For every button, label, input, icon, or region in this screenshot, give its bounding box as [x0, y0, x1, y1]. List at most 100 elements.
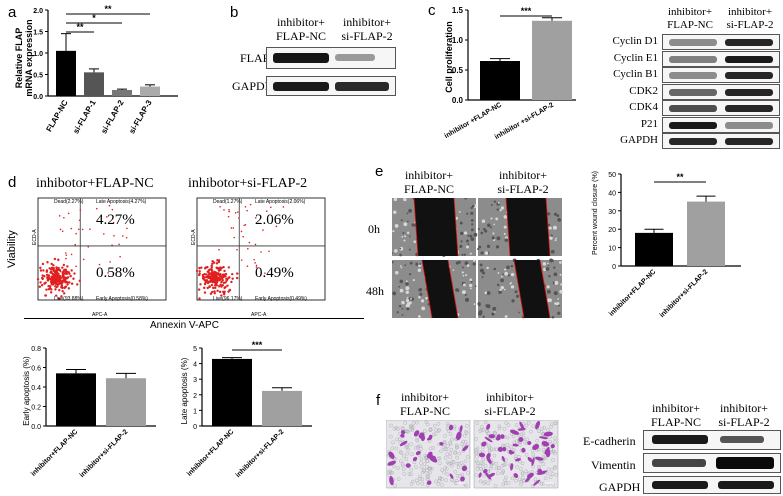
cell-speck — [405, 280, 408, 283]
migrated-cell — [400, 430, 406, 435]
flow-event — [38, 285, 42, 288]
flow-event — [210, 283, 214, 287]
flow-event — [236, 272, 239, 275]
pore — [404, 444, 409, 449]
flow-event — [224, 285, 227, 289]
cell-speck — [542, 262, 547, 266]
panel-f-wb-col2-header: inhibitor+ si-FLAP-2 — [710, 401, 778, 429]
flow-event — [52, 264, 55, 267]
flow-event — [125, 236, 128, 239]
pore — [483, 464, 488, 468]
panel-f-row-ecadherin: E-cadherin — [583, 434, 636, 448]
blot-band — [725, 138, 773, 145]
migrated-cell — [501, 455, 506, 462]
migrated-cell — [538, 470, 548, 474]
early-apoptosis-chart: 0.0 0.2 0.4 0.6 0.8 inhibitor+FLAP-NC inhibito… — [30, 346, 156, 479]
flow1-q2: Late Apoptosis(4.27%) — [96, 199, 147, 205]
pore — [443, 465, 448, 470]
panel-e-row-0h: 0h — [368, 222, 380, 236]
blot-band — [725, 105, 773, 112]
panel-a-chart: 0.0 0.5 1.0 1.5 2.0 FLAP-NC si-FLAP-1 si-FLAP-2… — [33, 4, 178, 135]
flow-event — [260, 251, 262, 253]
panel-e-col2-header: inhibitor+ si-FLAP-2 — [486, 168, 560, 196]
pore — [436, 481, 440, 486]
cell-speck — [394, 224, 399, 228]
flow-event — [282, 206, 285, 208]
y-tick-label: 40 — [608, 190, 616, 197]
flow-event — [254, 262, 256, 264]
panel-d-divider — [24, 318, 364, 319]
cell-speck — [497, 201, 500, 204]
migrated-cell — [531, 457, 535, 467]
wound-gap — [506, 198, 550, 256]
y-tick-label: 0.4 — [31, 385, 41, 392]
panel-b-row-flap: FLAP — [240, 51, 270, 65]
flow-event — [210, 264, 213, 268]
flow-event — [262, 229, 264, 231]
pore — [492, 447, 496, 452]
flow-event — [106, 216, 108, 218]
pore — [448, 432, 453, 437]
cell-speck — [554, 280, 559, 285]
flow-event — [254, 243, 257, 246]
flow-event — [58, 268, 61, 272]
pore — [402, 472, 407, 476]
blot-band — [669, 105, 717, 112]
flow-event — [203, 291, 207, 294]
y-tick-label: 0.0 — [33, 94, 43, 101]
cell-speck — [469, 283, 473, 288]
cell-speck — [406, 212, 409, 215]
cell-speck — [511, 299, 515, 303]
panel-a-ylabel-line2: mRNA expression — [24, 19, 34, 97]
pore — [502, 426, 507, 431]
flow-event — [207, 276, 210, 279]
cell-speck — [458, 211, 461, 213]
flow-event — [48, 267, 51, 270]
pore — [530, 483, 535, 488]
pore — [398, 459, 403, 463]
category-label: si-FLAP-2 — [99, 98, 126, 135]
flow-event — [246, 209, 248, 212]
pore — [439, 449, 444, 454]
pore — [506, 423, 511, 427]
flow-event — [222, 292, 226, 295]
flow-event — [62, 277, 65, 280]
significance-label: ** — [76, 22, 84, 32]
flow-event — [111, 244, 113, 247]
pore — [492, 453, 497, 458]
flow1-q4: Early Apoptosis(0.58%) — [96, 296, 148, 302]
cell-speck — [459, 231, 464, 236]
cell-speck — [555, 237, 558, 240]
cell-speck — [486, 244, 491, 248]
transwell-image — [386, 420, 471, 489]
pore — [410, 452, 414, 457]
flow-event — [73, 272, 76, 275]
flow-event — [240, 230, 243, 233]
cell-speck — [465, 245, 469, 249]
y-tick-label: 0.5 — [33, 73, 43, 80]
flow-event — [77, 228, 80, 231]
flow-event — [227, 266, 231, 269]
y-tick-label: 50 — [608, 172, 616, 179]
cell-speck — [403, 222, 408, 227]
flow-event — [48, 284, 52, 288]
cell-speck — [559, 290, 563, 294]
pore — [500, 463, 505, 468]
migrated-cell — [509, 429, 520, 435]
cell-speck — [472, 262, 476, 266]
flow-event — [49, 291, 53, 294]
pore — [520, 461, 525, 466]
pore — [438, 476, 443, 480]
pore — [453, 469, 458, 474]
flow-event — [49, 271, 53, 274]
pore — [437, 427, 442, 432]
pore — [396, 477, 401, 481]
pore — [501, 470, 505, 475]
cell-speck — [392, 230, 395, 233]
pore — [446, 461, 451, 466]
flow-event — [233, 236, 235, 239]
cell-speck — [550, 234, 553, 237]
pore — [536, 447, 541, 452]
pore — [422, 429, 427, 433]
flow-event — [54, 288, 57, 291]
